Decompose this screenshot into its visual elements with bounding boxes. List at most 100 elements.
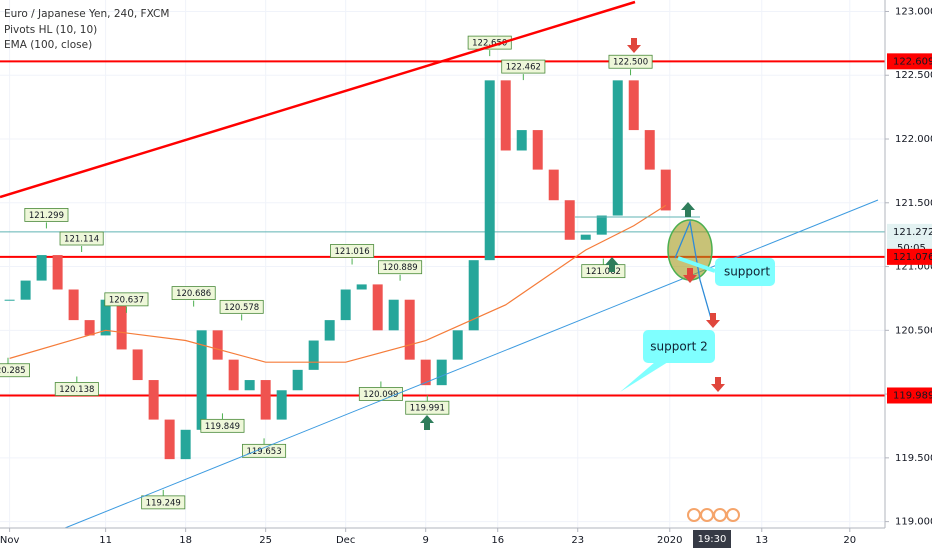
legend-entry: Euro / Japanese Yen, 240, FXCM (4, 8, 169, 20)
candle (468, 260, 479, 331)
candle (20, 280, 31, 300)
y-tick-label: 120.500 (895, 325, 932, 336)
pivot-label: 120.686 (176, 289, 211, 299)
y-tick-label: 121.000 (895, 262, 932, 273)
pivot-label: 120.889 (383, 263, 418, 273)
callout-box (715, 258, 775, 286)
candle (500, 80, 511, 151)
pivot-label: 120.099 (363, 390, 398, 400)
candle (612, 80, 623, 216)
x-tick-label: 18 (179, 535, 192, 546)
pivot-label: 122.650 (472, 39, 507, 49)
pivot-box (200, 418, 245, 433)
pivot-label: 121.016 (335, 247, 370, 257)
candle (404, 299, 415, 360)
pivot-label: 121.062 (586, 267, 621, 277)
pivot-label: 119.991 (410, 404, 445, 414)
projection-path (674, 219, 713, 323)
ema-line (9, 204, 667, 363)
candle (84, 320, 95, 336)
candle (4, 299, 15, 301)
candle (596, 215, 607, 235)
pivot-box (0, 363, 31, 378)
pivot-label: 119.653 (246, 447, 281, 457)
x-tick-label: 23 (571, 535, 584, 546)
pivot-box (501, 59, 546, 74)
candle (148, 380, 159, 420)
annotation: support (724, 265, 770, 279)
candle (660, 169, 671, 211)
candle (260, 380, 271, 420)
x-tick-label: 20 (843, 535, 856, 546)
pivot-box (219, 299, 264, 314)
down-arrow (706, 313, 720, 328)
event-icon (713, 508, 727, 522)
callout-pointer (677, 256, 716, 273)
level-tag (887, 223, 932, 240)
annotation: support 2 (650, 340, 708, 354)
trend-line (64, 199, 879, 529)
up-arrow (605, 257, 619, 272)
down-arrow (683, 268, 697, 283)
x-tick-label: 13 (755, 535, 768, 546)
pivot-box (608, 54, 653, 69)
event-icon (687, 508, 701, 522)
pivot-label: 119.849 (205, 422, 240, 432)
candle (452, 330, 463, 360)
pivot-box (330, 244, 375, 258)
pivot-box (378, 260, 423, 275)
legend-entry: Pivots HL (10, 10) (4, 24, 97, 36)
event-icon (726, 508, 740, 522)
pivot-box (141, 495, 186, 510)
candle (100, 299, 111, 336)
y-tick-label: 122.000 (895, 134, 932, 145)
up-arrows (420, 202, 695, 430)
down-arrows (627, 38, 725, 392)
candle (388, 299, 399, 331)
pivot-box (405, 400, 450, 415)
x-tick-label: 11 (99, 535, 112, 546)
candle (340, 289, 351, 321)
candle (276, 390, 287, 420)
level-tag (887, 53, 932, 70)
event-icons (687, 508, 740, 522)
candle (212, 330, 223, 360)
y-tick-label: 121.500 (895, 198, 932, 209)
y-tick-label: 122.500 (895, 70, 932, 81)
trend-line (0, 0, 636, 199)
pivot-label: 122.462 (506, 63, 541, 73)
y-tick-label: 123.000 (895, 6, 932, 17)
candle (580, 234, 591, 240)
candle (52, 255, 63, 290)
candle (308, 340, 319, 370)
pivot-label: 119.249 (146, 498, 181, 508)
x-tick-label: 16 (491, 535, 504, 546)
pivot-box (104, 292, 149, 307)
candle (228, 359, 239, 391)
candle (644, 130, 655, 170)
cursor-label-box (693, 530, 731, 548)
y-tick-label: 119.500 (895, 453, 932, 464)
x-tick-label: 25 (259, 535, 272, 546)
level-label: 122.609 (893, 56, 932, 67)
candle (420, 359, 431, 386)
candle (548, 169, 559, 201)
candle (628, 80, 639, 131)
event-icon (700, 508, 714, 522)
level-label: 121.076 (893, 252, 932, 263)
candle (356, 284, 367, 290)
callout-box (643, 330, 715, 363)
candle (484, 80, 495, 261)
candle (36, 255, 47, 281)
pivot-box (467, 35, 512, 50)
up-arrow (420, 415, 434, 430)
pivot-label: 120.285 (0, 366, 26, 376)
pivot-label: 121.114 (64, 235, 99, 245)
level-tag (887, 248, 932, 265)
pivot-box (171, 286, 216, 300)
pivot-label: 120.637 (109, 295, 144, 305)
x-tick-label: Nov (0, 535, 19, 546)
pivot-box (242, 443, 287, 458)
